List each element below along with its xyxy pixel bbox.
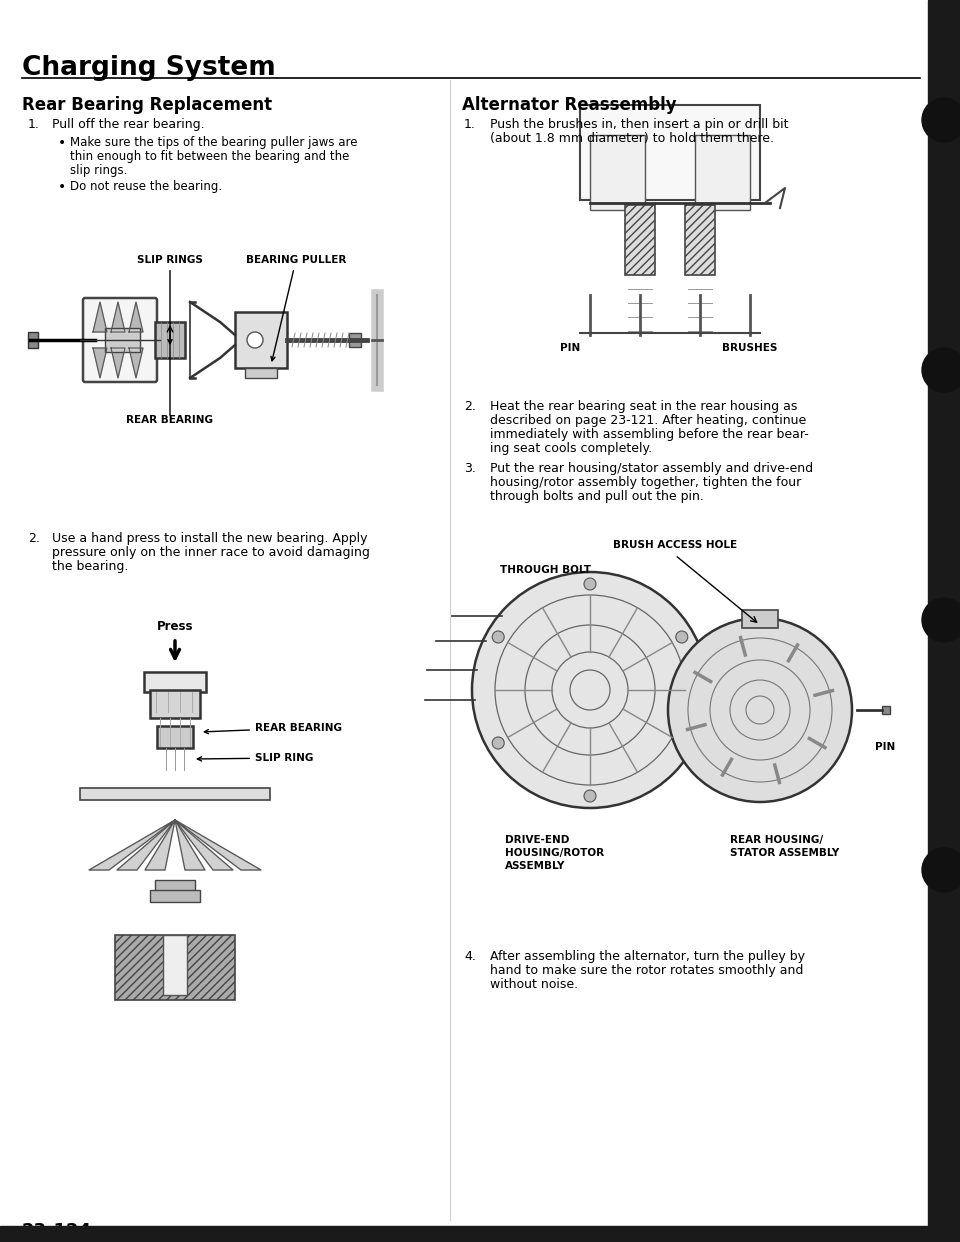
- Circle shape: [676, 737, 687, 749]
- Text: 23-124: 23-124: [22, 1222, 92, 1240]
- Text: slip rings.: slip rings.: [70, 164, 128, 178]
- Bar: [625, 205, 655, 274]
- Text: REAR BEARING: REAR BEARING: [127, 415, 213, 425]
- Polygon shape: [111, 302, 125, 332]
- Text: 3.: 3.: [464, 462, 476, 474]
- Text: Do not reuse the bearing.: Do not reuse the bearing.: [70, 180, 222, 193]
- Text: hand to make sure the rotor rotates smoothly and: hand to make sure the rotor rotates smoo…: [490, 964, 804, 977]
- Text: the bearing.: the bearing.: [52, 560, 129, 573]
- Bar: [80, 787, 270, 800]
- Bar: [155, 881, 195, 892]
- Text: Press: Press: [156, 620, 193, 633]
- Text: 1.: 1.: [28, 118, 40, 130]
- Text: thin enough to fit between the bearing and the: thin enough to fit between the bearing a…: [70, 150, 349, 163]
- Text: BRUSHES: BRUSHES: [722, 343, 778, 353]
- Circle shape: [492, 631, 504, 643]
- Text: Use a hand press to install the new bearing. Apply: Use a hand press to install the new bear…: [52, 532, 368, 545]
- Bar: [105, 328, 140, 351]
- Polygon shape: [117, 820, 175, 869]
- Text: DRIVE-END
HOUSING/ROTOR
ASSEMBLY: DRIVE-END HOUSING/ROTOR ASSEMBLY: [505, 835, 604, 872]
- Bar: [235, 312, 287, 368]
- Text: Alternator Reassembly: Alternator Reassembly: [462, 96, 677, 114]
- Circle shape: [472, 573, 708, 809]
- Bar: [150, 891, 200, 902]
- Bar: [163, 935, 187, 995]
- Circle shape: [922, 597, 960, 642]
- Polygon shape: [175, 820, 233, 869]
- Text: housing/rotor assembly together, tighten the four: housing/rotor assembly together, tighten…: [490, 476, 802, 489]
- Text: Put the rear housing/stator assembly and drive-end: Put the rear housing/stator assembly and…: [490, 462, 813, 474]
- Text: BRUSH ACCESS HOLE: BRUSH ACCESS HOLE: [612, 540, 737, 550]
- Text: PIN: PIN: [875, 741, 895, 751]
- Bar: [882, 705, 890, 714]
- Text: 1.: 1.: [464, 118, 476, 130]
- Polygon shape: [175, 820, 261, 869]
- Text: ing seat cools completely.: ing seat cools completely.: [490, 442, 652, 455]
- Text: REAR HOUSING/
STATOR ASSEMBLY: REAR HOUSING/ STATOR ASSEMBLY: [730, 835, 839, 858]
- Polygon shape: [89, 820, 175, 869]
- Circle shape: [247, 332, 263, 348]
- Text: SLIP RINGS: SLIP RINGS: [137, 255, 203, 344]
- Polygon shape: [129, 348, 143, 378]
- Text: 4.: 4.: [464, 950, 476, 963]
- Circle shape: [584, 790, 596, 802]
- Bar: [580, 106, 760, 200]
- Polygon shape: [93, 348, 107, 378]
- Text: THROUGH BOLT: THROUGH BOLT: [500, 565, 591, 575]
- Bar: [349, 333, 361, 347]
- Polygon shape: [111, 348, 125, 378]
- Text: pressure only on the inner race to avoid damaging: pressure only on the inner race to avoid…: [52, 546, 370, 559]
- Polygon shape: [145, 820, 175, 869]
- Bar: [157, 727, 193, 748]
- Bar: [0, 1226, 928, 1242]
- Text: through bolts and pull out the pin.: through bolts and pull out the pin.: [490, 491, 704, 503]
- Text: carmanualsonline.info: carmanualsonline.info: [720, 1235, 828, 1242]
- Text: •: •: [58, 137, 66, 150]
- Polygon shape: [93, 302, 107, 332]
- Bar: [685, 205, 715, 274]
- Bar: [155, 322, 185, 358]
- Circle shape: [676, 631, 687, 643]
- Text: Push the brushes in, then insert a pin or drill bit: Push the brushes in, then insert a pin o…: [490, 118, 788, 130]
- Bar: [28, 332, 38, 348]
- Text: immediately with assembling before the rear bear-: immediately with assembling before the r…: [490, 428, 808, 441]
- Bar: [115, 935, 235, 1000]
- Bar: [245, 368, 277, 378]
- Polygon shape: [175, 820, 205, 869]
- Text: Pull off the rear bearing.: Pull off the rear bearing.: [52, 118, 204, 130]
- Text: described on page 23-121. After heating, continue: described on page 23-121. After heating,…: [490, 414, 806, 427]
- Polygon shape: [129, 302, 143, 332]
- Text: REAR BEARING: REAR BEARING: [204, 723, 342, 734]
- Bar: [742, 610, 778, 628]
- Text: 2.: 2.: [464, 400, 476, 414]
- Text: PIN: PIN: [560, 343, 580, 353]
- Text: BEARING PULLER: BEARING PULLER: [246, 255, 347, 360]
- Circle shape: [922, 848, 960, 892]
- Circle shape: [668, 619, 852, 802]
- Text: Rear Bearing Replacement: Rear Bearing Replacement: [22, 96, 272, 114]
- Circle shape: [492, 737, 504, 749]
- Bar: [928, 0, 960, 1242]
- Bar: [695, 135, 750, 210]
- Bar: [144, 672, 206, 692]
- Text: Make sure the tips of the bearing puller jaws are: Make sure the tips of the bearing puller…: [70, 137, 357, 149]
- Text: (about 1.8 mm diameter) to hold them there.: (about 1.8 mm diameter) to hold them the…: [490, 132, 774, 145]
- Text: Charging System: Charging System: [22, 55, 276, 81]
- Text: 2.: 2.: [28, 532, 40, 545]
- Circle shape: [922, 348, 960, 392]
- FancyBboxPatch shape: [83, 298, 157, 383]
- Text: After assembling the alternator, turn the pulley by: After assembling the alternator, turn th…: [490, 950, 805, 963]
- Bar: [590, 135, 645, 210]
- Circle shape: [584, 578, 596, 590]
- Text: Heat the rear bearing seat in the rear housing as: Heat the rear bearing seat in the rear h…: [490, 400, 798, 414]
- Text: SLIP RING: SLIP RING: [198, 753, 313, 763]
- Bar: [150, 691, 200, 718]
- Circle shape: [922, 98, 960, 142]
- Text: •: •: [58, 180, 66, 194]
- Text: without noise.: without noise.: [490, 977, 578, 991]
